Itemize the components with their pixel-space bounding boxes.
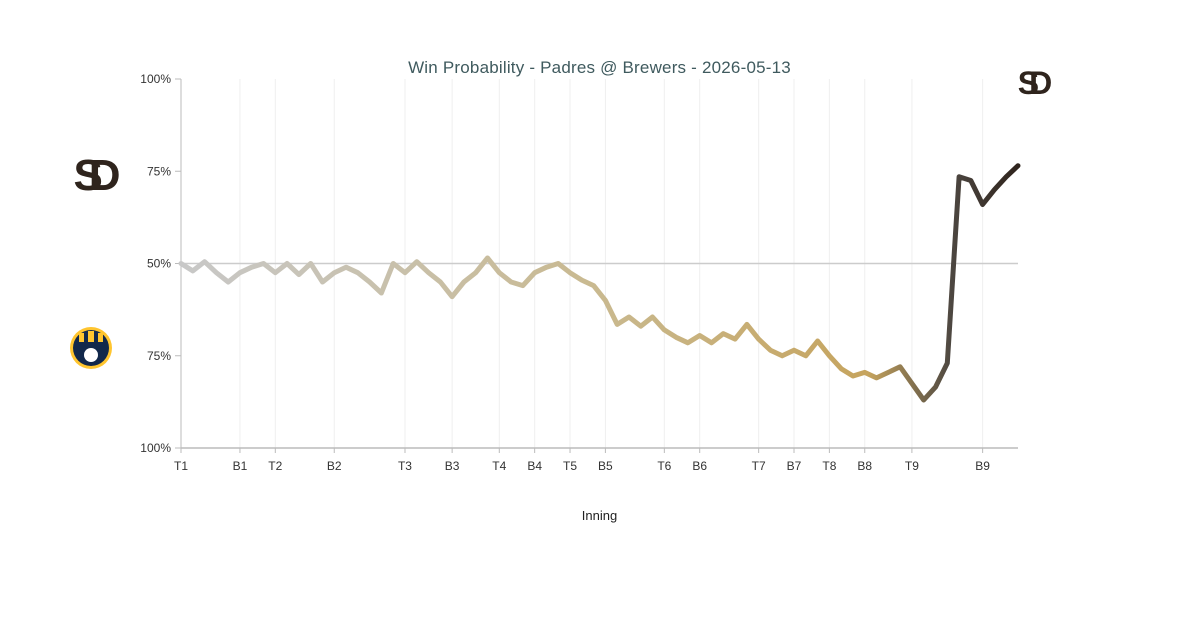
x-tick-label: B6 bbox=[692, 459, 707, 473]
y-tick-label: 75% bbox=[147, 164, 171, 178]
x-tick-label: T7 bbox=[752, 459, 766, 473]
x-tick-label: B8 bbox=[857, 459, 872, 473]
x-tick-label: T9 bbox=[905, 459, 919, 473]
x-tick-label: T5 bbox=[563, 459, 577, 473]
y-tick-label: 100% bbox=[140, 441, 171, 455]
x-tick-label: B2 bbox=[327, 459, 342, 473]
x-tick-label: B3 bbox=[445, 459, 460, 473]
x-tick-label: B7 bbox=[787, 459, 802, 473]
x-tick-label: T4 bbox=[492, 459, 506, 473]
x-axis-label: Inning bbox=[581, 508, 618, 523]
svg-text:SD: SD bbox=[73, 151, 118, 200]
win-probability-line bbox=[178, 163, 1021, 403]
y-tick-label: 75% bbox=[147, 349, 171, 363]
padres-end-logo-icon: SD bbox=[1018, 65, 1061, 101]
chart-title: Win Probability - Padres @ Brewers - 202… bbox=[408, 58, 791, 77]
x-tick-label: T8 bbox=[822, 459, 836, 473]
x-tick-label: T6 bbox=[657, 459, 671, 473]
y-tick-label: 50% bbox=[147, 257, 171, 271]
x-tick-label: B4 bbox=[527, 459, 542, 473]
x-tick-label: B1 bbox=[233, 459, 248, 473]
svg-text:SD: SD bbox=[1018, 65, 1051, 101]
x-tick-label: B5 bbox=[598, 459, 613, 473]
x-tick-label: T3 bbox=[398, 459, 412, 473]
brewers-logo-icon bbox=[70, 327, 112, 369]
y-tick-label: 100% bbox=[140, 72, 171, 86]
x-tick-label: B9 bbox=[975, 459, 990, 473]
x-tick-label: T2 bbox=[268, 459, 282, 473]
padres-logo-icon: SD bbox=[73, 151, 132, 200]
x-tick-label: T1 bbox=[174, 459, 188, 473]
